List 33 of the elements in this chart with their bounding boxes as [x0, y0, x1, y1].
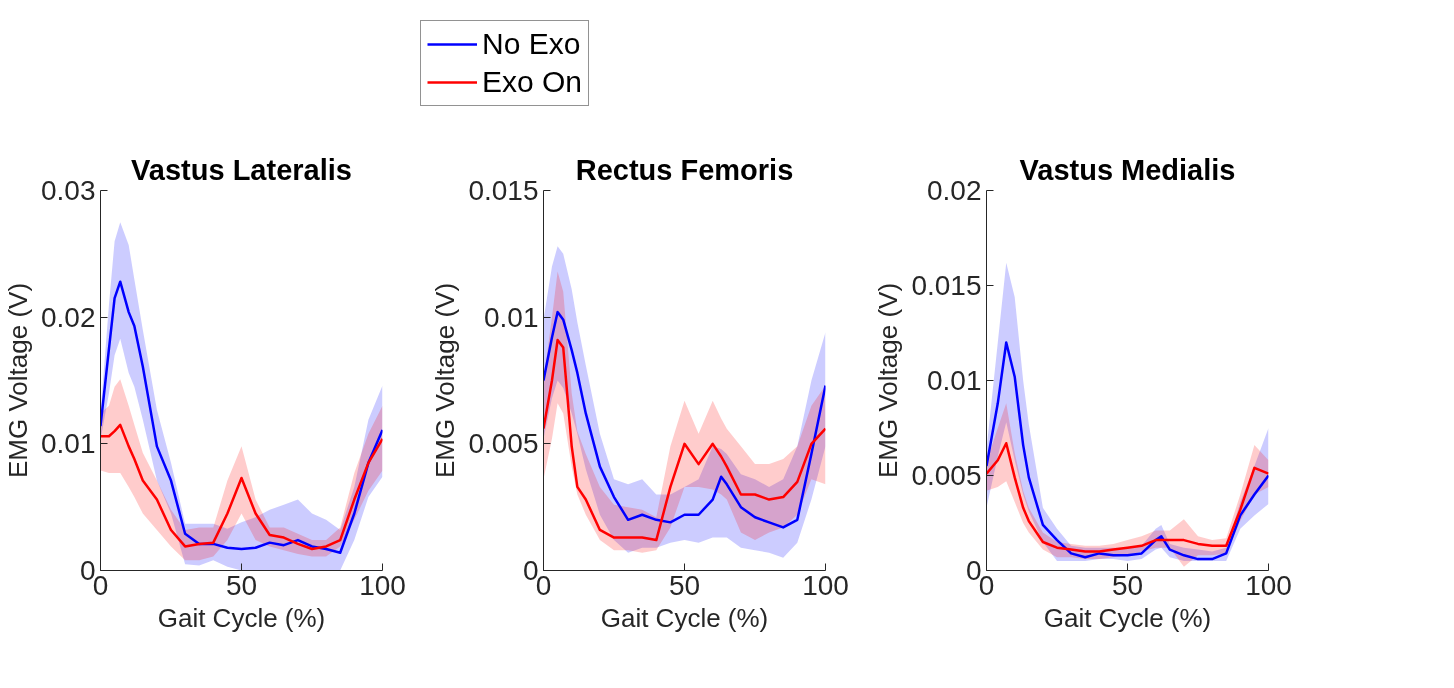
y-axis-title: EMG Voltage (V): [3, 282, 33, 479]
y-tick-label: 0.03: [41, 175, 96, 206]
y-tick-label: 0.01: [41, 428, 96, 460]
x-axis-title: Gait Cycle (%): [157, 602, 326, 633]
line-series: [100, 280, 383, 555]
y-tick-label: 0.015: [911, 270, 982, 301]
y-tick-label: 0.005: [911, 460, 982, 491]
x-tick-label: 50: [1111, 569, 1144, 601]
legend-label: Exo On: [482, 65, 583, 99]
x-axis-title: Gait Cycle (%): [1043, 602, 1212, 633]
y-axis-title: EMG Voltage (V): [430, 282, 461, 479]
chart-title: Vastus Lateralis: [131, 153, 352, 186]
x-tick-label: 50: [668, 569, 701, 601]
y-tick-label: 0.02: [927, 175, 982, 206]
y-tick-label: 0.015: [468, 175, 539, 206]
x-tick-label: 50: [225, 569, 258, 601]
chart-title: Rectus Femoris: [575, 153, 794, 186]
legend-label: No Exo: [482, 27, 581, 61]
line-series: [986, 341, 1269, 561]
y-tick-label: 0.005: [468, 428, 539, 460]
x-tick-label: 100: [359, 569, 406, 601]
y-tick-label: 0.01: [484, 301, 539, 333]
line-series: [543, 338, 826, 542]
x-tick-label: 100: [802, 569, 849, 601]
x-tick-label: 100: [1245, 569, 1292, 601]
line-series: [543, 310, 826, 529]
x-axis-title: Gait Cycle (%): [600, 602, 769, 633]
y-tick-label: 0.01: [927, 365, 982, 396]
line-series: [100, 423, 383, 551]
line-series: [986, 441, 1269, 553]
y-tick-label: 0.02: [41, 301, 96, 333]
chart-title: Vastus Medialis: [1019, 153, 1236, 186]
y-axis-title: EMG Voltage (V): [873, 282, 904, 479]
